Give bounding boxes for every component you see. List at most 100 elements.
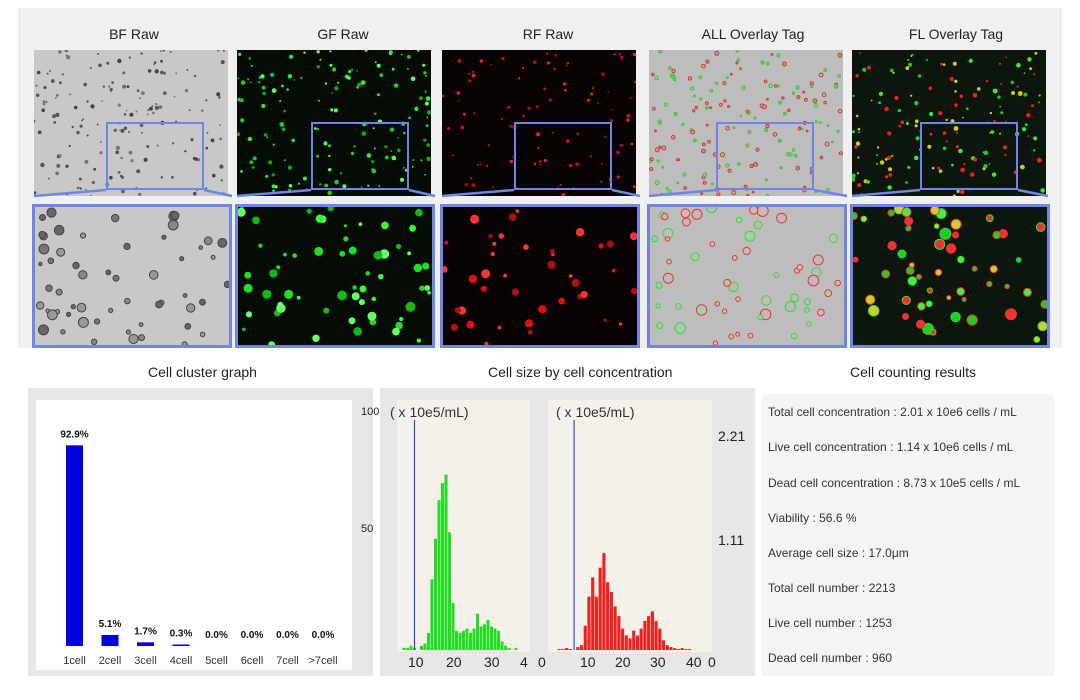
live-hist-bar xyxy=(490,626,493,650)
dead-hist-bar xyxy=(602,553,606,650)
cell-dot xyxy=(413,263,423,273)
cell-dot xyxy=(546,61,550,65)
fl-zoom-selection[interactable] xyxy=(920,122,1018,190)
fl-overlay-title: FL Overlay Tag xyxy=(908,26,1004,42)
cell-dot xyxy=(491,186,494,189)
cell-dot xyxy=(699,97,703,101)
cell-dot xyxy=(129,112,134,117)
cell-dot xyxy=(46,207,57,218)
cell-dot xyxy=(982,151,985,154)
cell-dot xyxy=(122,84,127,89)
cell-dot xyxy=(563,82,567,86)
live-hist-bar xyxy=(497,630,500,650)
cell-dot xyxy=(723,278,732,287)
image-panel: BF Raw GF Raw RF Raw ALL Overlay Tag FL … xyxy=(18,8,1062,348)
cell-dot xyxy=(156,144,159,147)
cell-dot xyxy=(109,175,113,180)
cell-dot xyxy=(749,207,759,215)
all-zoom-selection[interactable] xyxy=(716,122,814,190)
cell-dot xyxy=(324,82,328,85)
cluster-category-label: 2cell xyxy=(99,655,122,667)
cell-dot xyxy=(905,225,912,232)
cell-dot xyxy=(953,126,959,131)
cell-dot xyxy=(888,173,893,177)
dead-hist-bar xyxy=(568,649,572,650)
cell-dot xyxy=(945,118,948,122)
dead-hist-bar xyxy=(635,635,640,650)
dead-hist-bar xyxy=(680,648,684,650)
cell-dot xyxy=(167,219,179,231)
cell-dot xyxy=(945,140,948,143)
cell-dot xyxy=(73,105,78,110)
cell-dot xyxy=(106,61,110,65)
cell-dot xyxy=(728,333,735,340)
bf-zoom-image[interactable] xyxy=(32,204,232,348)
cell-dot xyxy=(35,301,45,310)
cell-dot xyxy=(907,276,918,286)
cell-dot xyxy=(500,117,504,120)
cell-dot xyxy=(910,94,913,97)
cell-dot xyxy=(140,52,143,55)
dead-hist-bar xyxy=(647,616,651,650)
cell-dot xyxy=(270,72,275,77)
gf-zoom-selection[interactable] xyxy=(311,122,409,190)
cell-dot xyxy=(373,147,376,150)
cell-dot xyxy=(476,164,479,166)
cell-dot xyxy=(710,182,714,186)
gf-zoom-image[interactable] xyxy=(235,204,435,348)
cell-dot xyxy=(1026,113,1031,118)
cell-dot xyxy=(79,124,83,128)
cell-dot xyxy=(546,52,549,55)
dead-histogram-plot xyxy=(548,400,712,652)
cell-dot xyxy=(283,109,286,113)
cluster-category-label: 3cell xyxy=(134,655,157,667)
all-zoom-image[interactable] xyxy=(647,204,847,348)
cell-dot xyxy=(760,60,765,65)
cell-image-texture xyxy=(442,52,636,196)
cell-dot xyxy=(424,285,431,291)
cell-dot xyxy=(887,241,897,251)
cell-dot xyxy=(240,80,246,85)
rf-zoom-image[interactable] xyxy=(440,204,640,348)
cell-dot xyxy=(45,100,48,103)
cell-dot xyxy=(942,63,946,66)
cell-dot xyxy=(1010,80,1014,85)
bf-zoom-selection[interactable] xyxy=(106,122,204,190)
rf-zoom-selection[interactable] xyxy=(514,122,612,190)
cell-dot xyxy=(287,74,293,79)
cell-dot xyxy=(537,147,540,150)
cell-dot xyxy=(38,243,50,255)
cell-dot xyxy=(427,110,431,115)
cell-dot xyxy=(907,59,910,61)
cell-dot xyxy=(36,70,41,75)
cell-dot xyxy=(1033,73,1036,76)
cell-dot xyxy=(810,85,814,89)
cell-dot xyxy=(701,148,706,154)
cell-dot xyxy=(331,67,337,72)
cell-dot xyxy=(245,311,253,318)
fl-zoom-image[interactable] xyxy=(850,204,1050,348)
cell-dot xyxy=(1004,283,1010,290)
cell-dot xyxy=(870,99,873,102)
cell-dot xyxy=(654,75,659,81)
cell-dot xyxy=(630,287,637,295)
dead-hist-bar xyxy=(661,640,666,650)
cell-dot xyxy=(199,298,206,306)
cell-dot xyxy=(330,92,333,94)
cell-dot xyxy=(219,124,221,126)
cell-dot xyxy=(606,240,614,248)
cell-dot xyxy=(271,88,277,93)
cell-dot xyxy=(694,105,699,110)
cell-dot xyxy=(907,166,911,169)
cell-dot xyxy=(179,256,185,262)
cell-dot xyxy=(626,118,630,122)
cell-dot xyxy=(958,148,963,154)
cluster-bar-label: 92.9% xyxy=(60,429,88,440)
cell-dot xyxy=(56,247,66,257)
cell-dot xyxy=(405,301,416,312)
cell-dot xyxy=(791,148,796,152)
cell-dot xyxy=(371,160,375,164)
dead-y-tick-mid: 1.11 xyxy=(718,532,745,548)
cell-dot xyxy=(509,159,514,164)
cell-dot xyxy=(656,322,664,330)
